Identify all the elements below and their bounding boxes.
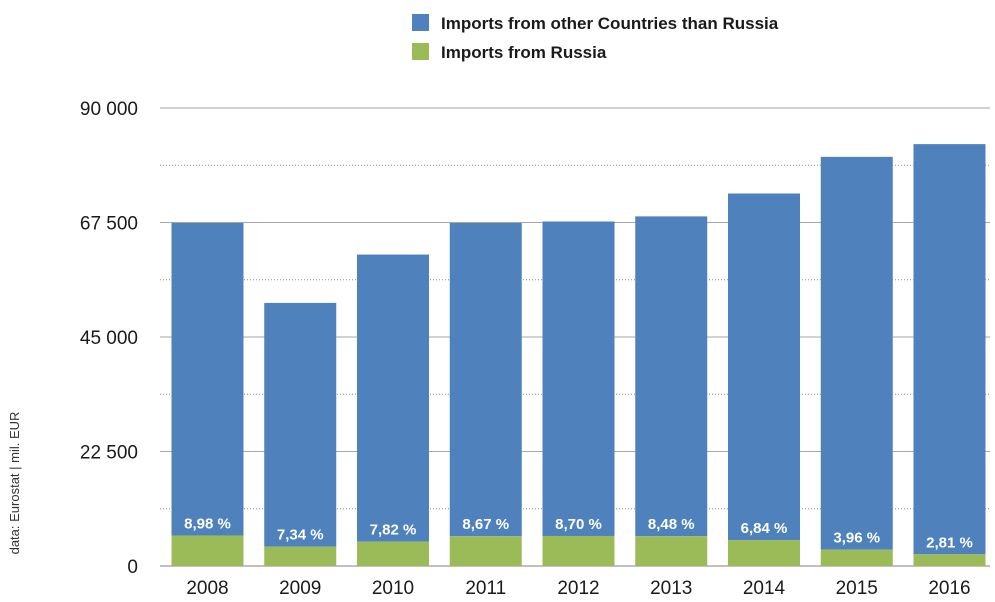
bars: 8,98 % 7,34 % 7,82 % 8,67 % 8,70 % 8,48 % 6,84… bbox=[171, 144, 986, 566]
bar-other-countries bbox=[264, 302, 337, 547]
bar-russia bbox=[264, 546, 337, 566]
x-tick-label: 2016 bbox=[928, 578, 970, 599]
bar-other-countries bbox=[913, 144, 986, 555]
bar-russia bbox=[357, 541, 429, 566]
y-tick-label: 0 bbox=[127, 557, 138, 578]
bar-russia bbox=[171, 535, 244, 566]
bar-russia bbox=[449, 536, 522, 566]
x-tick-label: 2015 bbox=[836, 578, 878, 599]
bar-other-countries bbox=[357, 254, 429, 542]
legend-label: Imports from Russia bbox=[441, 43, 607, 62]
share-label: 7,34 % bbox=[277, 527, 324, 544]
bar-other-countries bbox=[542, 221, 615, 536]
bar-other-countries bbox=[171, 223, 244, 536]
bar-other-countries bbox=[635, 216, 708, 537]
source-note: data: Eurostat | mil. EUR bbox=[7, 412, 22, 555]
legend-label: Imports from other Countries than Russia bbox=[441, 14, 779, 33]
x-tick-label: 2009 bbox=[279, 578, 321, 599]
share-label: 7,82 % bbox=[370, 522, 417, 539]
bar-russia bbox=[820, 549, 893, 566]
x-tick-label: 2013 bbox=[650, 578, 692, 599]
legend-swatch bbox=[412, 14, 429, 31]
x-tick-label: 2010 bbox=[372, 578, 414, 599]
bar-russia bbox=[542, 535, 615, 566]
bar-russia bbox=[913, 554, 986, 566]
bar-other-countries bbox=[820, 156, 893, 550]
share-label: 2,81 % bbox=[926, 534, 973, 551]
y-tick-label: 67 500 bbox=[80, 214, 138, 235]
y-tick-label: 45 000 bbox=[80, 328, 138, 349]
share-label: 8,48 % bbox=[648, 516, 695, 533]
y-axis: 0 22 500 45 000 67 500 90 000 bbox=[80, 99, 138, 578]
legend: Imports from other Countries than Russia… bbox=[412, 14, 779, 62]
x-tick-label: 2011 bbox=[465, 578, 506, 599]
y-tick-label: 22 500 bbox=[80, 443, 138, 464]
share-label: 8,70 % bbox=[555, 516, 602, 533]
y-tick-label: 90 000 bbox=[80, 99, 138, 120]
x-axis: 2008 2009 2010 2011 2012 2013 2014 2015 2016 bbox=[186, 578, 970, 599]
share-label: 8,98 % bbox=[184, 515, 231, 532]
bar-other-countries bbox=[449, 223, 522, 537]
bar-russia bbox=[728, 540, 800, 566]
bar-other-countries bbox=[728, 193, 800, 541]
share-label: 6,84 % bbox=[741, 520, 788, 537]
legend-swatch bbox=[412, 43, 429, 60]
share-label: 3,96 % bbox=[833, 530, 880, 547]
x-tick-label: 2014 bbox=[743, 578, 786, 599]
share-label: 8,67 % bbox=[462, 516, 509, 533]
bar-russia bbox=[635, 536, 708, 566]
x-tick-label: 2012 bbox=[557, 578, 599, 599]
x-tick-label: 2008 bbox=[186, 578, 228, 599]
